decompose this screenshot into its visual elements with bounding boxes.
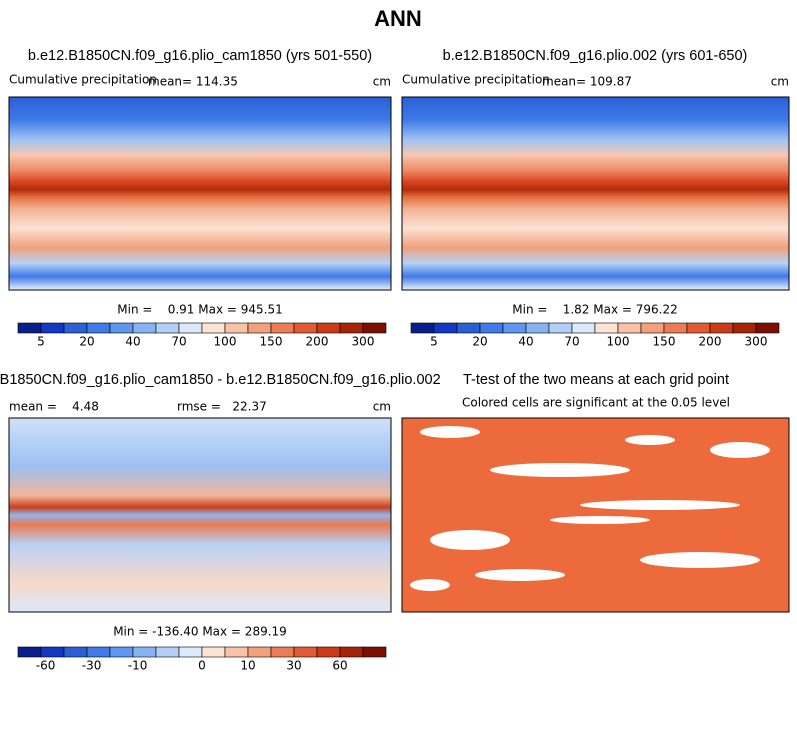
colorbar-box [362,322,387,334]
colorbar-label: 300 [352,335,375,349]
colorbar-label: 70 [564,335,579,349]
colorbar-box [17,646,42,658]
colorbar-box [63,322,88,334]
colorbar-box [86,322,111,334]
colorbar-box [339,322,364,334]
units-label: cm [771,75,789,89]
colorbar-label: 100 [214,335,237,349]
colorbar-box [732,322,757,334]
colorbar-box [339,646,364,658]
colorbar-box [293,322,318,334]
colorbar-box [201,646,226,658]
colorbar-box [270,646,295,658]
colorbar-label: 40 [518,335,533,349]
colorbar: -60 -30 -10 0 10 30 60 [17,646,387,673]
map [401,417,790,613]
colorbar-box [293,646,318,658]
colorbar-label: 30 [286,659,301,673]
colorbar-label: 150 [653,335,676,349]
panel-title: b.e12.B1850CN.f09_g16.plio.002 (yrs 601-… [443,48,748,64]
left-label: Cumulative precipitation [9,73,157,87]
colorbar-box [109,322,134,334]
colorbar-box [247,646,272,658]
colorbar-box [178,322,203,334]
colorbar-box [109,646,134,658]
colorbar-box [247,322,272,334]
stats-label: Min = -136.40 Max = 289.19 [113,625,287,639]
colorbar-label: 0 [198,659,206,673]
colorbar-box [40,322,65,334]
colorbar-box [525,322,550,334]
colorbar-box [316,646,341,658]
colorbar-box [132,322,157,334]
colorbar-box [433,322,458,334]
colorbar-label: 200 [699,335,722,349]
colorbar-label: -60 [36,659,56,673]
panel-title: b.e12.B1850CN.f09_g16.plio_cam1850 - b.e… [0,372,441,388]
left-label: Cumulative precipitation [402,73,550,87]
colorbar-label: 5 [430,335,438,349]
colorbar-label: 40 [125,335,140,349]
colorbar-box [594,322,619,334]
colorbar-box [224,322,249,334]
colorbar-box [17,322,42,334]
colorbar-box [224,646,249,658]
colorbar-label: 300 [745,335,768,349]
colorbar-box [663,322,688,334]
colorbar-label: 5 [37,335,45,349]
colorbar-label: 20 [79,335,94,349]
panel-subtitle: Colored cells are significant at the 0.0… [462,396,730,410]
map [8,417,392,613]
units-label: cm [373,75,391,89]
colorbar-box [617,322,642,334]
colorbar-label: 100 [607,335,630,349]
colorbar-box [155,322,180,334]
figure-title: ANN [374,6,422,31]
panel-title: b.e12.B1850CN.f09_g16.plio_cam1850 (yrs … [28,48,372,64]
map [401,96,790,291]
panel-title: T-test of the two means at each grid poi… [463,372,729,388]
colorbar-box [178,646,203,658]
colorbar-box [40,646,65,658]
colorbar-label: 60 [332,659,347,673]
mean-label: mean= 109.87 [542,75,632,89]
colorbar-box [410,322,435,334]
colorbar-label: -10 [128,659,148,673]
stats-label: Min = 0.91 Max = 945.51 [117,303,282,317]
colorbar: 5 20 40 70 100 150 200 300 [410,322,780,349]
colorbar-box [548,322,573,334]
colorbar-box [456,322,481,334]
colorbar-box [270,322,295,334]
colorbar-box [640,322,665,334]
colorbar-box [201,322,226,334]
colorbar-box [316,322,341,334]
colorbar-box [132,646,157,658]
mean-label: mean = 4.48 [9,400,99,414]
rmse-label: rmse = 22.37 [177,400,267,414]
colorbar-box [755,322,780,334]
colorbar-label: 150 [260,335,283,349]
colorbar-label: 70 [171,335,186,349]
colorbar-box [571,322,596,334]
colorbar-box [63,646,88,658]
colorbar-box [709,322,734,334]
colorbar-box [362,646,387,658]
colorbar-label: 20 [472,335,487,349]
colorbar: 5 20 40 70 100 150 200 300 [17,322,387,349]
stats-label: Min = 1.82 Max = 796.22 [512,303,677,317]
colorbar-box [502,322,527,334]
units-label: cm [373,400,391,414]
mean-label: mean= 114.35 [148,75,238,89]
colorbar-box [686,322,711,334]
colorbar-box [86,646,111,658]
colorbar-label: -30 [82,659,102,673]
colorbar-box [479,322,504,334]
colorbar-label: 10 [240,659,255,673]
colorbar-label: 200 [306,335,329,349]
map [8,96,392,291]
colorbar-box [155,646,180,658]
